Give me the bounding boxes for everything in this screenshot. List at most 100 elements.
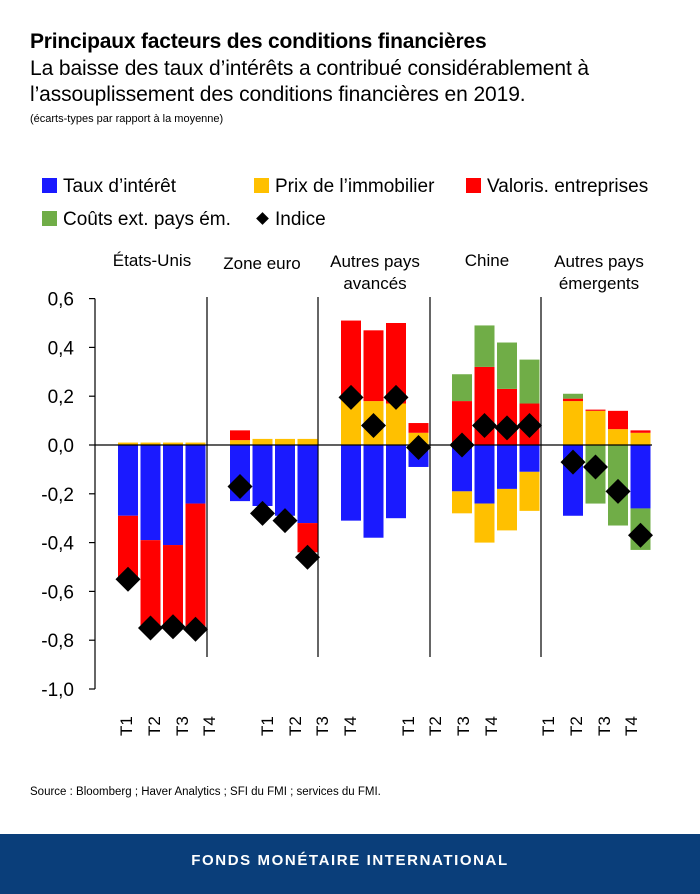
legend-swatch-immobilier	[254, 178, 269, 193]
x-tick-label: T4	[482, 716, 501, 736]
x-tick-label: T1	[258, 716, 277, 736]
legend-label-couts: Coûts ext. pays ém.	[63, 209, 231, 230]
index-marker	[338, 384, 364, 410]
bar-segment-immobilier	[140, 442, 161, 445]
bar-segment-taux	[185, 445, 206, 504]
bar-segment-taux	[363, 445, 384, 538]
group-label: avancés	[343, 274, 406, 293]
index-marker	[449, 432, 475, 458]
index-marker	[472, 412, 497, 438]
x-tick-label: T2	[567, 716, 586, 736]
x-tick-label: T2	[426, 716, 445, 736]
bar-segment-valoris	[363, 330, 384, 402]
y-tick-label: -0,8	[41, 631, 74, 652]
bar-segment-immobilier	[497, 488, 517, 531]
x-tick-label: T1	[539, 716, 558, 736]
bar-segment-couts	[474, 325, 495, 367]
bar-segment-taux	[474, 445, 495, 504]
group-labels: États-Unis Zone euro Autres pays avancés Chi…	[113, 251, 644, 293]
index-marker	[560, 449, 586, 475]
bar-segment-taux	[118, 445, 138, 516]
bar-segment-couts	[497, 342, 517, 389]
x-tick-label: T4	[200, 716, 219, 736]
bar-segment-valoris	[341, 320, 361, 399]
group-label: émergents	[559, 274, 639, 293]
bar-segment-taux	[452, 445, 472, 492]
index-marker	[138, 615, 163, 641]
x-tick-label: T4	[341, 716, 360, 736]
bar-segment-valoris	[630, 430, 651, 433]
bar-segment-immobilier	[452, 491, 472, 514]
bar-segment-couts	[519, 359, 540, 404]
index-marker	[628, 522, 653, 548]
index-marker	[227, 473, 253, 499]
index-markers	[115, 384, 653, 642]
y-tick-label: 0,6	[48, 290, 74, 311]
bar-segment-immobilier	[630, 432, 651, 445]
bar-segment-taux	[163, 445, 183, 546]
bar-segment-immobilier	[563, 401, 583, 445]
index-marker	[583, 454, 608, 480]
bar-segment-taux	[497, 445, 517, 489]
y-tick-label: -0,4	[41, 534, 74, 555]
bar-segment-taux	[297, 445, 318, 524]
x-tick-label: T2	[286, 716, 305, 736]
legend-label-taux: Taux d’intérêt	[63, 176, 177, 197]
unit-note: (écarts-types par rapport à la moyenne)	[30, 113, 224, 125]
y-tick-label: -0,2	[41, 485, 74, 506]
bar-segment-taux	[519, 445, 540, 472]
group-label: Zone euro	[223, 254, 301, 273]
bar-segment-taux	[275, 445, 295, 516]
index-marker	[605, 478, 631, 504]
bar-segment-immobilier	[608, 429, 628, 445]
index-marker	[272, 508, 298, 534]
group-separators	[206, 297, 542, 657]
index-marker	[115, 566, 141, 592]
bar-segment-immobilier	[163, 442, 183, 445]
legend-label-indice: Indice	[275, 209, 326, 230]
chart: Taux d’intérêt Prix de l’immobilier Valori…	[41, 176, 653, 736]
index-marker	[250, 500, 275, 526]
bar-segment-valoris	[163, 545, 183, 628]
x-tick-label: T4	[622, 716, 641, 736]
y-tick-label: 0,0	[48, 436, 74, 457]
bar-segment-taux	[341, 445, 361, 521]
x-tick-label: T1	[399, 716, 418, 736]
index-marker	[361, 412, 386, 438]
bar-segment-valoris	[408, 423, 429, 433]
index-marker	[517, 412, 542, 438]
index-marker	[406, 434, 431, 460]
bar-segment-immobilier	[341, 398, 361, 445]
x-tick-label: T1	[117, 716, 136, 736]
bar-segment-immobilier	[230, 440, 250, 445]
legend-swatch-valoris	[466, 178, 481, 193]
x-tick-label: T3	[595, 716, 614, 736]
bar-segment-immobilier	[297, 438, 318, 445]
legend-swatch-taux	[42, 178, 57, 193]
x-tick-label: T3	[173, 716, 192, 736]
legend-label-immobilier: Prix de l’immobilier	[275, 176, 435, 197]
index-marker	[160, 614, 186, 640]
bar-segment-taux	[630, 445, 651, 509]
bar-segment-valoris	[118, 515, 138, 580]
bar-segment-couts	[563, 393, 583, 399]
bar-segment-valoris	[230, 430, 250, 441]
index-marker	[295, 544, 320, 570]
bar-segment-valoris	[185, 503, 206, 631]
legend-label-valoris: Valoris. entreprises	[487, 176, 648, 197]
y-tick-label: 0,4	[48, 338, 75, 359]
bar-segment-valoris	[563, 398, 583, 402]
x-tick-label: T3	[454, 716, 473, 736]
bar-segment-immobilier	[185, 442, 206, 445]
y-tick-label: -1,0	[41, 680, 74, 701]
bar-segment-valoris	[585, 409, 606, 411]
bar-segment-immobilier	[252, 438, 273, 445]
bar-segment-taux	[386, 445, 406, 519]
index-marker	[494, 415, 520, 441]
bar-segment-couts	[452, 374, 472, 402]
index-marker	[183, 616, 208, 642]
y-tick-label: -0,6	[41, 582, 74, 603]
group-label: États-Unis	[113, 251, 191, 270]
x-axis-tick-labels: T1 T2 T3 T4 T1 T2 T3 T4 T1 T2 T3 T4 T1 T2 T3 T4	[117, 716, 641, 736]
bar-segment-immobilier	[118, 442, 138, 445]
